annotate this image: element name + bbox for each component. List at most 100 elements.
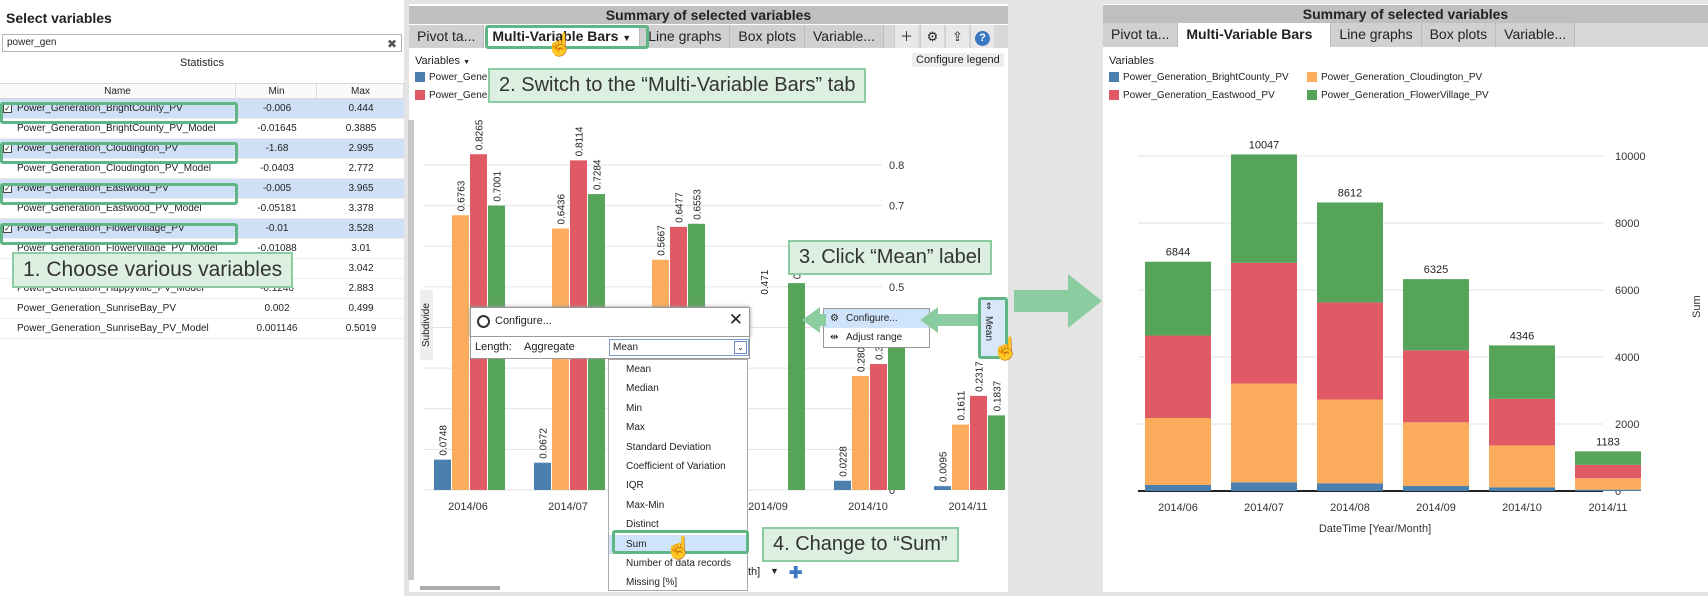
max-value: 0.5019 [345,323,377,334]
sort-icon: ⇕ [985,301,993,311]
gear-icon[interactable]: ⚙ [920,25,944,48]
dropdown-option[interactable]: Number of data records [626,557,732,569]
tab-pivot[interactable]: Pivot ta... [409,25,485,48]
chevron-down-icon: ▼ [463,59,471,66]
export-icon[interactable]: ⇪ [945,25,969,48]
help-icon[interactable]: ? [970,25,994,48]
subdivide-button[interactable]: Subdivide [420,290,433,360]
legend-item: Power_Generation_BrightCounty_PV [1109,72,1289,83]
variables-table: Name Min Max ✓ Power_Generation_BrightCou… [0,83,404,339]
dropdown-option[interactable]: Distinct [626,519,659,531]
dropdown-option[interactable]: Coefficient of Variation [626,460,726,472]
tab-variable[interactable]: Variable... [804,25,884,48]
max-value: 0.499 [348,303,374,314]
dropdown-option[interactable]: Sum [609,534,747,554]
tab-line-graphs[interactable]: Line graphs [1331,23,1422,47]
table-row[interactable]: Power_Generation_Cloudington_PV_Model -0.… [0,159,404,179]
length-label: Length: [475,341,512,353]
add-icon[interactable]: ＋ [894,25,918,48]
legend-swatch [1307,90,1317,101]
tab-multi-variable-bars[interactable]: Multi-Variable Bars [1178,23,1332,47]
menu-item-adjust-range[interactable]: ⇹ Adjust range [824,328,929,347]
min-value: -0.01 [265,223,289,234]
stacked-bar-segment [1145,335,1211,418]
y-tick-label: 10000 [1615,151,1646,163]
max-value: 3.042 [348,263,374,274]
search-input[interactable]: power_gen ✖ [2,34,402,52]
result-title: Summary of selected variables [1103,5,1708,23]
chart-bar [970,395,987,490]
max-value: 2.772 [348,163,374,174]
aggregate-select[interactable]: Mean ⌄ [609,339,749,356]
stacked-bar-segment [1403,350,1469,423]
variables-legend-title: Variables [1109,55,1155,67]
statistics-label: Statistics [179,57,224,69]
arrow-right-icon [1014,274,1102,328]
popup-title: Configure... [495,315,552,327]
bar-value-label: 0.1837 [993,380,1004,411]
tab-line-graphs[interactable]: Line graphs [640,25,731,48]
column-header-min[interactable]: Min [237,84,317,100]
bar-total-label: 8612 [1338,187,1362,199]
highlight-row-brightcounty [0,102,238,124]
table-row[interactable]: Power_Generation_Happyville_PV_Model -0.1… [0,279,404,299]
tab-box-plots[interactable]: Box plots [1421,23,1497,47]
min-value: -0.01088 [257,243,297,254]
add-icon[interactable]: ✚ [789,565,803,582]
bar-total-label: 6325 [1424,264,1448,276]
horizontal-scrollbar[interactable] [420,586,500,590]
annotation-step1: 1. Choose various variables [12,252,294,288]
dropdown-option[interactable]: Max-Min [626,499,665,511]
bar-value-label: 0.471 [760,269,771,294]
y-tick-label: 0 [889,485,895,497]
dropdown-option[interactable]: Missing [%] [626,577,678,589]
highlight-row-cloudington [0,142,238,164]
stacked-bar-segment [1145,417,1211,485]
dropdown-option[interactable]: Mean [626,364,652,375]
configure-legend-button[interactable]: Configure legend [912,53,1004,67]
table-row[interactable]: Power_Generation_BrightCounty_PV_Model -0… [0,119,404,139]
clear-icon[interactable]: ✖ [386,37,397,51]
column-header-max[interactable]: Max [318,84,404,100]
vertical-scrollbar[interactable] [408,120,414,580]
chevron-down-icon[interactable]: ⌄ [734,341,747,354]
dropdown-option[interactable]: Max [626,422,645,434]
chevron-down-icon[interactable]: ▼ [770,566,779,576]
stacked-bar-segment [1575,478,1641,490]
stacked-bar-segment [1145,484,1211,491]
close-icon[interactable]: ✕ [728,310,743,329]
y-axis-title: Sum [1691,295,1703,318]
table-row[interactable]: Power_Generation_SunriseBay_PV 0.002 0.499 [0,299,404,319]
chart-bar [888,343,905,490]
tab-box-plots[interactable]: Box plots [730,25,805,48]
x-tick-label: 2014/06 [448,501,488,513]
cursor-icon: ☝ [665,535,693,560]
bar-value-label: 0.1611 [957,390,968,420]
legend-item: Power_Generation_FlowerVillage_PV [1307,90,1489,101]
dropdown-option[interactable]: Standard Deviation [626,441,712,453]
tab-variable[interactable]: Variable... [1496,23,1576,47]
y-axis-label-button[interactable]: ⇕ Mean [980,298,1005,356]
dropdown-option[interactable]: Min [626,402,643,414]
menu-item-configure[interactable]: ⚙ Configure... [824,309,929,328]
max-value: 3.528 [348,223,374,234]
bar-value-label: 0.0672 [539,428,550,459]
tab-pivot[interactable]: Pivot ta... [1103,23,1179,47]
chart-bar [952,424,969,490]
bar-value-label: 0.0228 [839,446,850,477]
mean-label: Mean [983,316,994,342]
select-value: Mean [613,342,639,353]
min-value: -0.005 [262,183,292,194]
table-header: Name Min Max [0,83,404,100]
cursor-icon: ☝ [992,336,1020,361]
stacked-bar-segment [1317,302,1383,400]
column-header-name[interactable]: Name [0,84,236,100]
dropdown-option[interactable]: Median [626,383,659,395]
table-row[interactable]: Power_Generation_SunriseBay_PV_Model 0.00… [0,319,404,339]
bar-value-label: 0.8114 [575,126,586,156]
tab-multi-variable-bars[interactable]: Multi-Variable Bars ▼ [484,25,641,48]
y-tick-label: 8000 [1615,218,1639,230]
dropdown-option[interactable]: IQR [626,480,644,492]
table-row[interactable]: Power_Generation_Eastwood_PV_Model -0.051… [0,199,404,219]
y-tick-label: 0.8 [889,160,904,172]
